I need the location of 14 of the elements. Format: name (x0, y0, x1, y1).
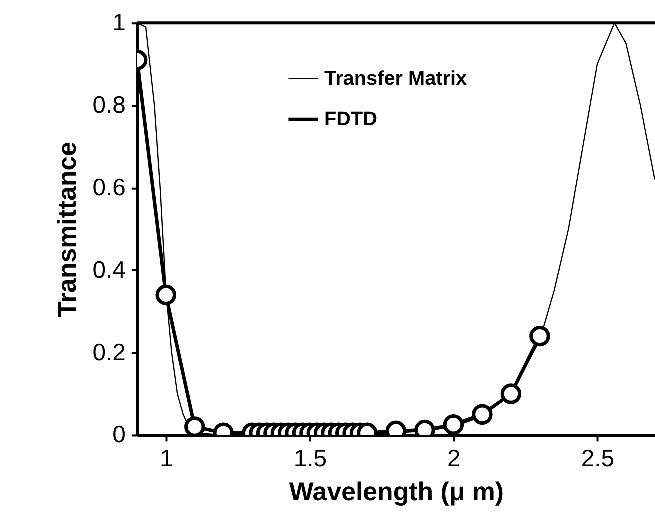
x-tick-label: 2 (448, 446, 461, 473)
y-tick-label: 1 (112, 10, 126, 37)
y-axis-title: Transmittance (54, 142, 82, 318)
x-axis-title: Wavelength (μ m) (289, 478, 504, 506)
x-tick-label: 1.5 (294, 446, 328, 473)
y-tick-label: 0 (112, 422, 126, 449)
y-tick-label: 0.6 (92, 174, 126, 202)
y-tick-label: 0.8 (92, 92, 126, 119)
legend-label: FDTD (324, 108, 378, 131)
y-tick-label: 0.4 (92, 256, 126, 284)
legend-label: Transfer Matrix (324, 68, 468, 90)
y-tick-label: 0.2 (92, 339, 126, 366)
x-tick-label: 2.5 (581, 446, 615, 473)
x-tick-label: 1 (160, 446, 174, 473)
